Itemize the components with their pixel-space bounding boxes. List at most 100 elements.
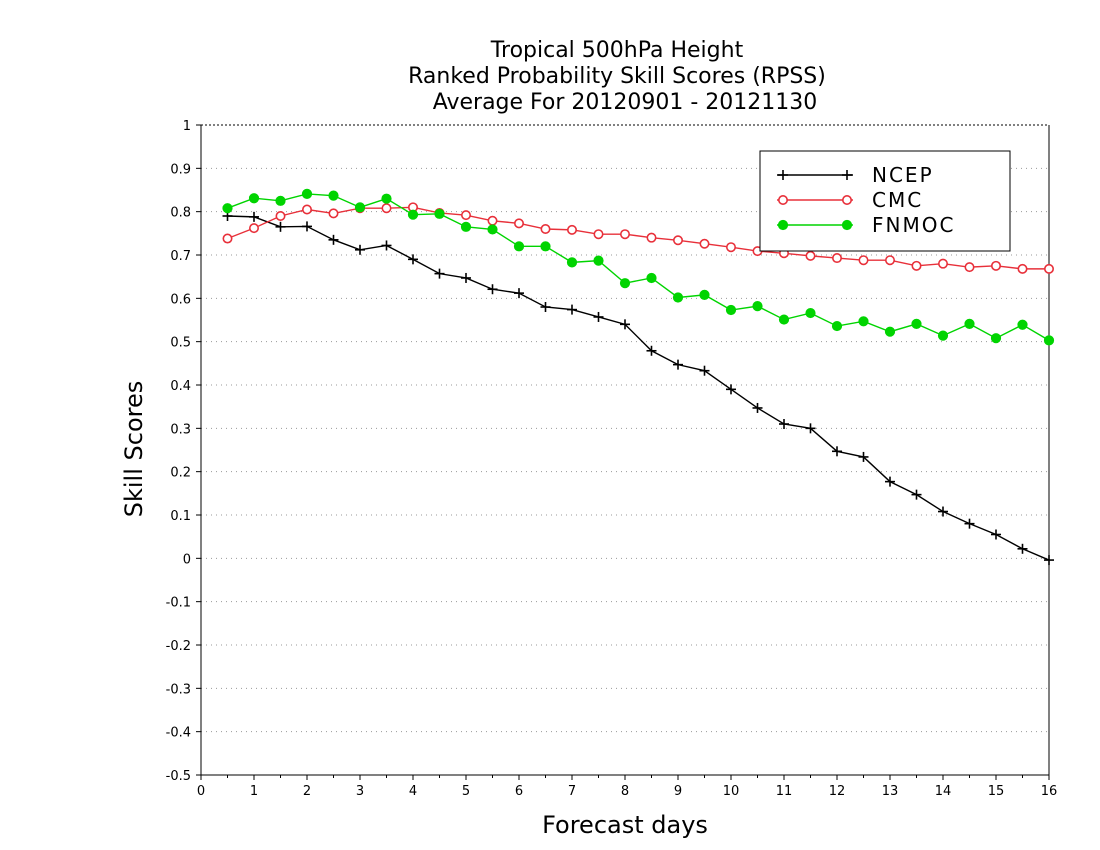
data-point-fnmoc bbox=[672, 292, 684, 303]
data-point-fnmoc bbox=[1043, 335, 1055, 346]
legend-label-ncep: NCEP bbox=[872, 163, 934, 187]
data-point-ncep bbox=[275, 221, 286, 232]
x-tick-label: 14 bbox=[935, 784, 952, 799]
data-point-fnmoc bbox=[964, 318, 975, 329]
data-point-cmc bbox=[540, 224, 551, 235]
x-tick-label: 8 bbox=[621, 784, 629, 799]
data-point-fnmoc bbox=[778, 314, 790, 325]
data-point-fnmoc bbox=[911, 318, 922, 329]
data-point-fnmoc bbox=[540, 241, 551, 252]
data-point-cmc bbox=[1017, 263, 1028, 274]
data-point-cmc bbox=[884, 255, 895, 266]
x-tick-label: 10 bbox=[723, 784, 740, 799]
data-point-ncep bbox=[249, 211, 259, 222]
data-point-cmc bbox=[275, 211, 286, 222]
y-tick-label: 1 bbox=[183, 119, 191, 134]
legend-marker bbox=[842, 170, 852, 180]
y-tick-label: -0.1 bbox=[166, 596, 191, 611]
data-point-fnmoc bbox=[487, 224, 498, 235]
y-tick-label: 0.7 bbox=[170, 249, 191, 264]
legend-item-ncep: NCEP bbox=[777, 163, 934, 187]
legend-marker bbox=[777, 195, 788, 206]
data-point-cmc bbox=[1044, 263, 1055, 274]
x-tick-label: 11 bbox=[776, 784, 793, 799]
legend-marker bbox=[778, 170, 788, 180]
data-point-ncep bbox=[699, 365, 710, 376]
series-cmc bbox=[222, 202, 1055, 274]
data-point-cmc bbox=[328, 208, 339, 219]
data-point-fnmoc bbox=[513, 241, 525, 252]
data-point-ncep bbox=[752, 402, 763, 413]
data-point-fnmoc bbox=[222, 203, 233, 214]
data-point-cmc bbox=[725, 242, 736, 253]
data-point-ncep bbox=[567, 304, 577, 315]
x-axis-label: Forecast days bbox=[542, 811, 708, 839]
y-tick-label: 0.4 bbox=[170, 379, 191, 394]
data-point-fnmoc bbox=[301, 188, 313, 199]
y-tick-label: 0.2 bbox=[170, 466, 191, 481]
data-point-fnmoc bbox=[937, 330, 949, 341]
title-line-3: Average For 20120901 - 20121130 bbox=[433, 90, 818, 115]
data-point-ncep bbox=[964, 518, 975, 529]
data-point-fnmoc bbox=[990, 333, 1002, 344]
data-point-ncep bbox=[885, 476, 895, 487]
legend-label-cmc: CMC bbox=[872, 188, 923, 212]
data-point-ncep bbox=[355, 244, 365, 255]
legend-box bbox=[759, 150, 1011, 252]
data-point-cmc bbox=[964, 262, 975, 273]
legend-item-fnmoc: FNMOC bbox=[777, 213, 955, 237]
x-tick-label: 12 bbox=[829, 784, 846, 799]
y-tick-label: 0.1 bbox=[170, 509, 191, 524]
data-point-cmc bbox=[619, 229, 630, 240]
x-tick-label: 15 bbox=[988, 784, 1005, 799]
y-tick-label: 0 bbox=[183, 552, 191, 567]
x-tick-label: 9 bbox=[674, 784, 682, 799]
data-point-ncep bbox=[805, 423, 816, 434]
series-line-ncep bbox=[227, 215, 1050, 561]
data-point-fnmoc bbox=[1017, 319, 1028, 330]
data-point-ncep bbox=[487, 284, 498, 295]
x-tick-label: 4 bbox=[409, 784, 417, 799]
data-point-ncep bbox=[381, 240, 392, 251]
x-tick-label: 6 bbox=[515, 784, 523, 799]
x-tick-label: 1 bbox=[250, 784, 258, 799]
data-point-fnmoc bbox=[858, 316, 869, 327]
y-tick-label: 0.3 bbox=[170, 422, 191, 437]
data-point-fnmoc bbox=[566, 257, 578, 268]
data-point-fnmoc bbox=[593, 255, 604, 266]
data-point-ncep bbox=[540, 302, 551, 312]
x-tick-label: 16 bbox=[1041, 784, 1058, 799]
data-point-fnmoc bbox=[407, 209, 419, 220]
data-point-ncep bbox=[911, 489, 922, 500]
data-point-fnmoc bbox=[328, 190, 339, 201]
data-point-ncep bbox=[328, 234, 339, 245]
chart-title: Tropical 500hPa Height Ranked Probabilit… bbox=[408, 38, 826, 115]
data-point-fnmoc bbox=[275, 195, 286, 206]
data-point-cmc bbox=[381, 203, 392, 214]
data-point-fnmoc bbox=[434, 208, 445, 219]
data-point-ncep bbox=[408, 254, 418, 265]
series-fnmoc bbox=[222, 188, 1055, 346]
data-point-cmc bbox=[460, 210, 471, 221]
data-point-fnmoc bbox=[248, 193, 260, 204]
data-point-fnmoc bbox=[354, 202, 366, 213]
data-point-fnmoc bbox=[725, 304, 737, 316]
data-point-cmc bbox=[301, 204, 312, 215]
data-point-fnmoc bbox=[831, 320, 843, 332]
data-point-cmc bbox=[487, 215, 498, 226]
data-point-cmc bbox=[672, 235, 683, 246]
y-tick-label: 0.5 bbox=[170, 336, 191, 351]
series-layer bbox=[222, 188, 1055, 566]
data-point-cmc bbox=[990, 260, 1001, 271]
data-point-ncep bbox=[779, 419, 789, 429]
data-point-fnmoc bbox=[805, 307, 816, 319]
legend-label-fnmoc: FNMOC bbox=[872, 213, 955, 237]
data-point-fnmoc bbox=[381, 193, 392, 204]
x-tick-label: 7 bbox=[568, 784, 576, 799]
data-point-cmc bbox=[805, 250, 816, 261]
data-point-cmc bbox=[249, 223, 260, 234]
data-point-fnmoc bbox=[460, 221, 472, 232]
tick-marks: -0.5 -0.4 -0.3 -0.2 -0.1 0 0.1 0.2 0.3 0.4 0.5 0.6 0… bbox=[166, 119, 1058, 799]
data-point-fnmoc bbox=[884, 326, 896, 337]
